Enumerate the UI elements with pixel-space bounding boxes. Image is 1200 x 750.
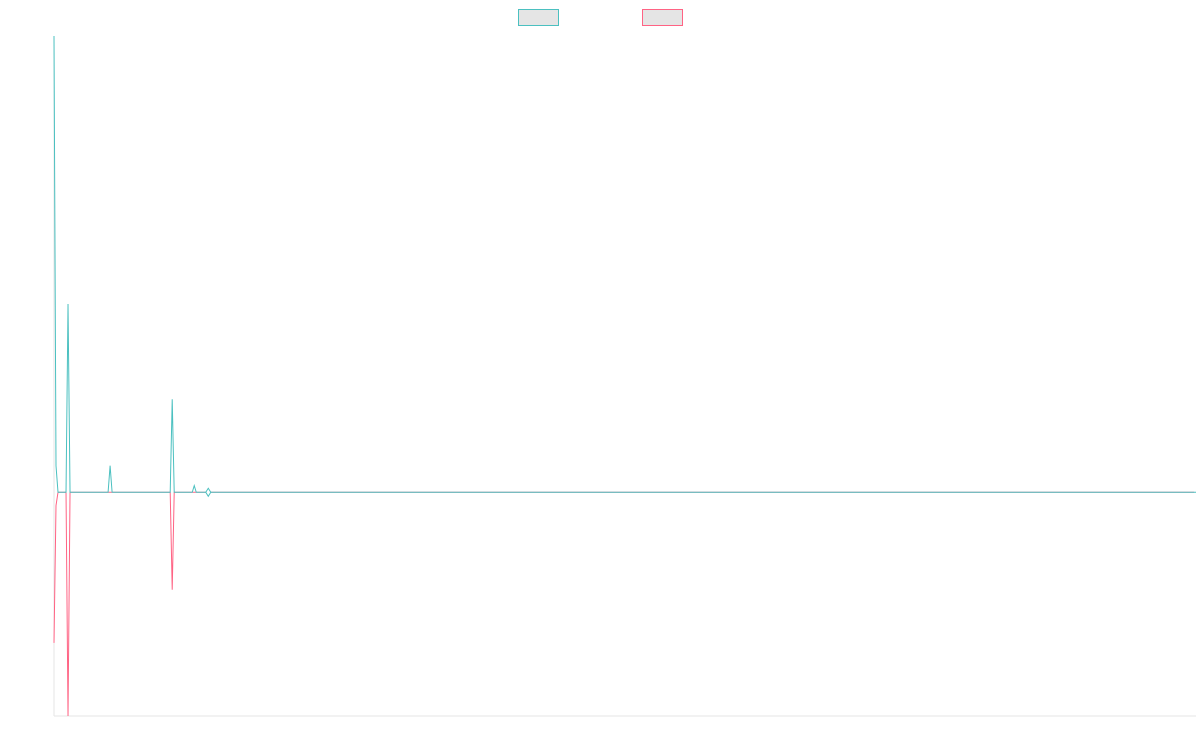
legend-swatch-1[interactable] [518,9,559,26]
legend [518,9,683,26]
legend-swatch-2[interactable] [642,9,683,26]
series-line-1 [53,35,1196,493]
series-line-2 [53,491,1194,717]
series-lines [53,35,1196,717]
axes [53,36,1196,717]
data-point-marker [205,487,212,498]
